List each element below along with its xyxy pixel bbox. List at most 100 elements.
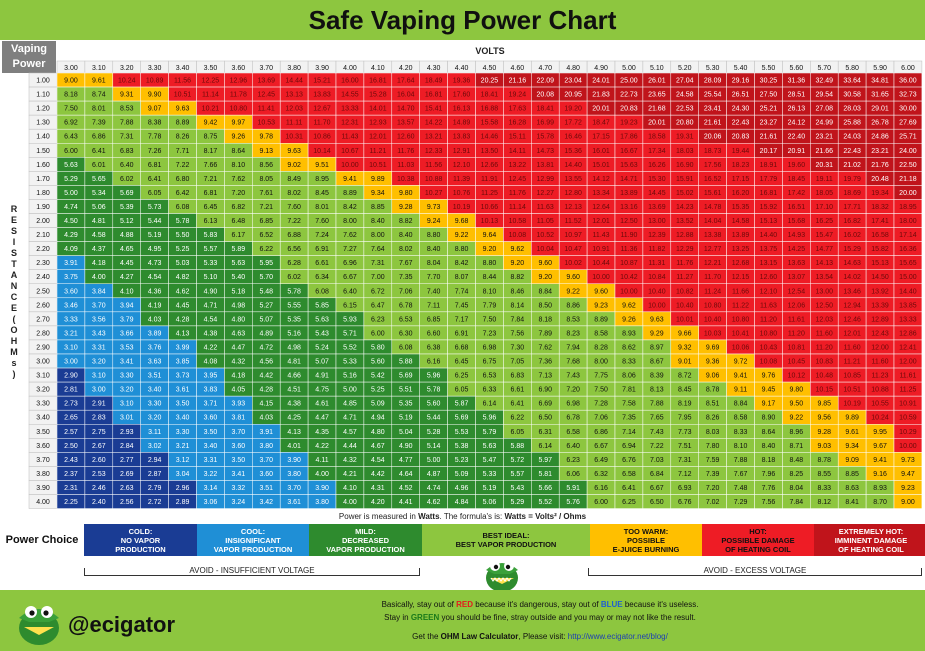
power-value-label: 10.19 (843, 401, 861, 408)
ohm-tick-label: 1.90 (36, 204, 50, 211)
power-value-label: 9.66 (678, 330, 692, 337)
power-value-label: 16.99 (536, 120, 554, 127)
power-value-label: 28.09 (704, 78, 722, 85)
power-value-label: 3.10 (64, 344, 78, 351)
power-value-label: 4.54 (371, 457, 385, 464)
footer-blog-link[interactable]: http://www.ecigator.net/blog/ (567, 632, 668, 641)
power-value-label: 14.93 (788, 232, 806, 239)
power-value-label: 8.64 (762, 429, 776, 436)
power-value-label: 18.95 (899, 204, 917, 211)
volt-tick-label: 4.80 (566, 65, 580, 72)
power-value-label: 6.25 (455, 373, 469, 380)
power-value-label: 7.50 (64, 106, 78, 113)
power-value-label: 5.87 (455, 401, 469, 408)
power-value-label: 6.41 (148, 176, 162, 183)
power-value-label: 7.17 (455, 316, 469, 323)
power-value-label: 15.00 (899, 274, 917, 281)
power-value-label: 4.63 (232, 330, 246, 337)
power-value-label: 4.71 (204, 302, 218, 309)
power-value-label: 6.22 (259, 246, 273, 253)
power-value-label: 6.32 (594, 471, 608, 478)
power-value-label: 11.76 (397, 148, 414, 155)
power-value-label: 9.13 (259, 148, 273, 155)
power-value-label: 8.01 (315, 204, 329, 211)
power-value-label: 7.29 (734, 499, 748, 506)
power-value-label: 7.64 (371, 246, 385, 253)
power-value-label: 5.00 (427, 457, 441, 464)
power-value-label: 14.40 (564, 162, 582, 169)
power-value-label: 3.11 (148, 429, 161, 436)
power-value-label: 12.13 (564, 204, 582, 211)
power-value-label: 3.90 (315, 485, 329, 492)
power-value-label: 3.56 (92, 316, 106, 323)
power-value-label: 4.00 (92, 274, 106, 281)
power-value-label: 7.81 (622, 387, 636, 394)
power-value-label: 9.69 (706, 344, 720, 351)
power-value-label: 6.91 (455, 330, 469, 337)
power-value-label: 7.21 (204, 176, 218, 183)
power-value-label: 9.41 (734, 373, 748, 380)
power-value-label: 30.00 (899, 106, 917, 113)
power-value-label: 11.60 (844, 344, 861, 351)
power-value-label: 11.70 (704, 274, 721, 281)
power-value-label: 15.13 (760, 218, 778, 225)
power-value-label: 14.02 (843, 274, 861, 281)
power-value-label: 3.41 (120, 359, 134, 366)
power-value-label: 2.84 (120, 443, 134, 450)
power-value-label: 7.05 (511, 359, 525, 366)
power-value-label: 9.22 (790, 415, 804, 422)
power-value-label: 11.90 (620, 232, 637, 239)
brand-crocodile-icon (19, 606, 59, 645)
power-value-label: 5.33 (483, 471, 497, 478)
power-value-label: 12.45 (509, 176, 527, 183)
power-value-label: 16.28 (509, 120, 527, 127)
power-value-label: 3.20 (92, 359, 106, 366)
power-value-label: 3.79 (120, 316, 134, 323)
power-value-label: 3.89 (148, 330, 162, 337)
power-value-label: 12.41 (899, 344, 917, 351)
power-value-label: 11.25 (481, 190, 498, 197)
power-value-label: 11.76 (676, 260, 693, 267)
power-value-label: 17.15 (732, 176, 750, 183)
power-value-label: 15.02 (676, 190, 694, 197)
power-value-label: 11.82 (648, 246, 665, 253)
power-value-label: 5.18 (232, 288, 246, 295)
power-value-label: 2.43 (64, 457, 78, 464)
power-value-label: 9.00 (901, 499, 915, 506)
power-value-label: 9.61 (92, 78, 106, 85)
power-value-label: 21.61 (704, 120, 722, 127)
power-value-label: 10.03 (704, 330, 722, 337)
power-value-label: 4.82 (176, 274, 190, 281)
power-value-label: 3.61 (176, 387, 190, 394)
legend-label-line: BEST IDEAL: (482, 531, 530, 540)
power-value-label: 8.33 (734, 429, 748, 436)
power-value-label: 20.95 (564, 92, 582, 99)
volt-tick-label: 3.00 (64, 65, 78, 72)
power-value-label: 6.01 (92, 162, 106, 169)
power-value-label: 8.40 (371, 218, 385, 225)
power-value-label: 5.10 (204, 274, 218, 281)
power-value-label: 5.25 (371, 387, 385, 394)
power-value-label: 6.68 (455, 344, 469, 351)
power-value-label: 8.78 (706, 387, 720, 394)
power-value-label: 8.62 (622, 344, 636, 351)
power-value-label: 22.40 (788, 134, 806, 141)
power-value-label: 6.50 (650, 499, 664, 506)
power-value-label: 3.01 (120, 415, 134, 422)
volt-tick-label: 3.20 (120, 65, 134, 72)
resistance-letter: s (11, 358, 17, 368)
power-value-label: 5.00 (64, 190, 78, 197)
power-value-label: 3.40 (148, 387, 162, 394)
ohm-tick-label: 3.30 (36, 401, 50, 408)
power-value-label: 17.72 (564, 120, 582, 127)
power-value-label: 18.41 (536, 106, 554, 113)
power-value-label: 17.63 (509, 106, 527, 113)
power-value-label: 9.09 (845, 457, 859, 464)
power-value-label: 10.19 (453, 204, 471, 211)
power-value-label: 17.64 (397, 78, 415, 85)
power-value-label: 25.71 (899, 134, 917, 141)
power-value-label: 16.81 (369, 78, 387, 85)
volt-tick-label: 4.60 (511, 65, 525, 72)
power-value-label: 5.95 (259, 260, 273, 267)
volt-tick-label: 5.10 (650, 65, 664, 72)
